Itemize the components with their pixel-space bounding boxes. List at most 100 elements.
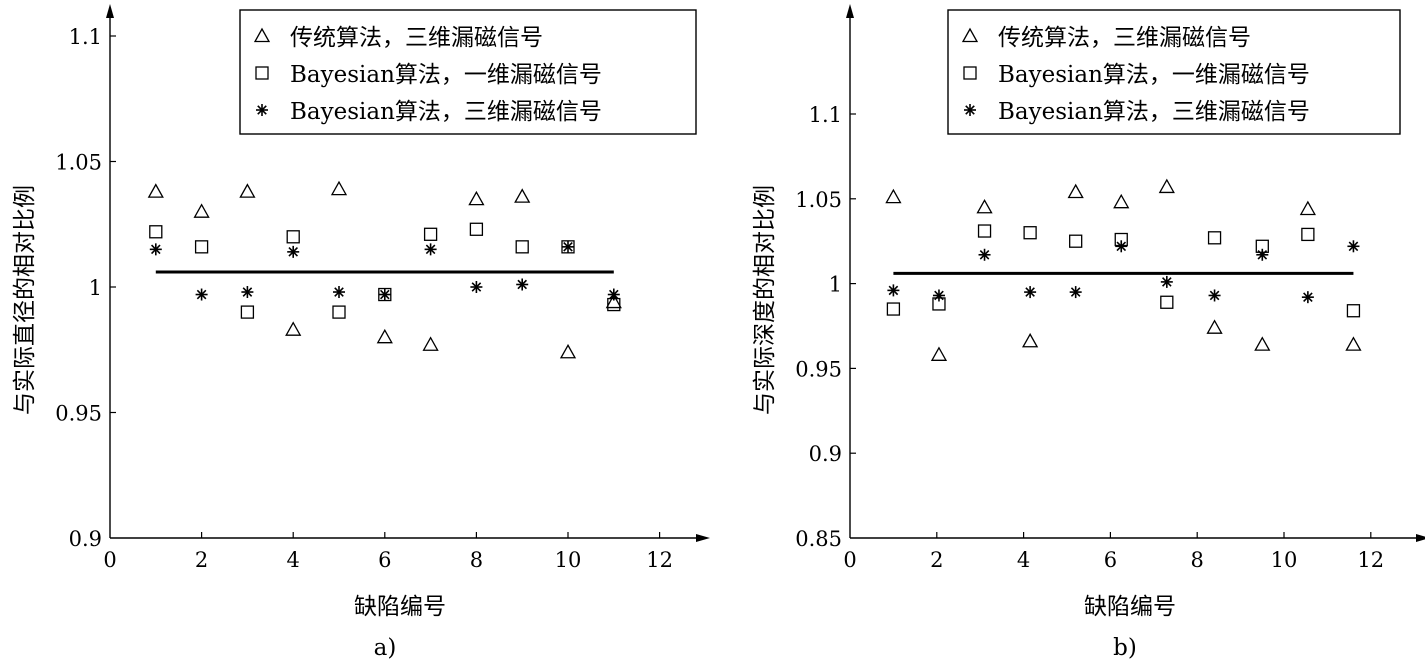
x-tick-label: 4 [287,548,300,572]
data-point-square [149,225,163,239]
y-tick-label: 0.85 [795,527,842,551]
x-axis-label: 缺陷编号 [354,594,446,620]
y-tick-label: 0.9 [809,442,842,466]
data-point-star [1024,286,1037,299]
data-point-square [1301,227,1315,242]
x-axis-arrow [1416,534,1425,542]
legend-marker-square [963,66,977,80]
series-triangle [885,178,1362,361]
legend-entry: Bayesian算法，三维漏磁信号 [290,99,602,125]
x-tick-label: 0 [843,548,856,572]
panel-label: b) [1113,635,1137,661]
data-point-triangle [559,343,577,359]
legend-box [239,9,697,135]
data-point-star [195,288,208,301]
x-tick-label: 12 [1357,548,1384,572]
data-point-star [424,243,437,256]
data-point-triangle [422,336,439,351]
y-tick-label: 1.1 [809,103,842,127]
legend: 传统算法，三维漏磁信号 Bayesian算法，一维漏磁信号 Bayesian算法，三… [947,9,1401,135]
data-point-triangle [1254,336,1271,351]
legend-entry: 传统算法，三维漏磁信号 [998,25,1251,51]
y-tick-label: 1.05 [795,188,842,212]
data-point-square [1346,304,1361,318]
data-point-star [562,240,574,253]
data-point-triangle [376,328,393,344]
x-tick-label: 10 [1271,548,1298,572]
x-tick-label: 4 [1017,548,1030,572]
legend-marker-square [255,66,269,80]
data-point-triangle [605,293,622,309]
data-point-star [333,286,345,299]
series-square [886,224,1361,318]
legend-marker-star [256,104,268,116]
y-tick-label: 0.9 [69,527,102,551]
x-axis-label: 缺陷编号 [1084,594,1176,620]
data-point-triangle [285,321,302,336]
data-point-triangle [330,180,348,196]
data-point-triangle [885,188,902,204]
x-tick-label: 8 [1191,548,1204,572]
data-point-square [1160,295,1174,309]
data-point-triangle [1206,319,1223,334]
data-point-star [1160,275,1173,288]
data-point-triangle [193,203,210,218]
data-point-square [423,227,438,241]
data-point-triangle [1158,178,1175,194]
series-star [887,240,1360,304]
data-point-square [1069,234,1083,248]
legend: 传统算法，三维漏磁信号 Bayesian算法，一维漏磁信号 Bayesian算法，三… [239,9,697,135]
legend-marker-triangle [253,27,271,43]
data-point-star [1301,291,1314,304]
y-tick-label: 1.1 [69,25,102,49]
data-point-star [607,288,620,301]
y-tick-label: 1 [89,276,102,300]
legend-box [947,9,1401,135]
data-point-square [515,240,529,254]
series-triangle [147,180,622,359]
data-point-star [1115,240,1128,253]
data-point-star [378,288,391,301]
x-axis-arrow [696,534,710,542]
data-point-square [1207,231,1222,245]
data-point-star [241,286,254,299]
panel-label: a) [374,635,397,661]
x-tick-label: 6 [378,548,391,572]
x-tick-label: 8 [470,548,483,572]
data-point-star [1347,240,1360,253]
data-point-star [1256,248,1269,261]
data-point-square [286,230,300,244]
y-tick-label: 1.05 [55,151,102,175]
y-axis-label: 与实际直径的相对比例 [12,185,38,415]
data-point-triangle [468,190,485,206]
x-tick-label: 2 [195,548,208,572]
chart-panel-2: 0 2 4 6 8 10 12 0.85 0.9 0.95 1 1.05 1.1 缺陷编号 与实际深度的相对… [752,4,1425,661]
legend-marker-triangle [961,27,979,43]
data-point-square [886,302,901,316]
data-point-triangle [1113,193,1130,209]
data-point-star [887,284,900,297]
data-point-star [287,245,300,258]
data-point-triangle [239,183,256,198]
data-point-square [194,240,209,254]
data-point-square [1023,226,1037,240]
data-point-triangle [1299,200,1316,216]
data-point-star [149,243,162,256]
data-point-triangle [514,188,531,203]
data-point-square [977,224,992,238]
x-tick-label: 0 [103,548,116,572]
legend-marker-star [964,104,976,116]
legend-entry: Bayesian算法，三维漏磁信号 [998,99,1310,125]
data-point-triangle [1067,183,1084,199]
y-axis-arrow [846,4,854,18]
x-tick-label: 2 [930,548,943,572]
data-point-star [1069,286,1082,299]
y-axis-label: 与实际深度的相对比例 [752,185,778,415]
data-point-triangle [976,198,993,214]
data-point-square [469,222,484,236]
data-point-star [516,278,529,291]
legend-entry: Bayesian算法，一维漏磁信号 [998,62,1310,88]
data-point-star [932,289,945,302]
data-point-triangle [930,346,948,361]
